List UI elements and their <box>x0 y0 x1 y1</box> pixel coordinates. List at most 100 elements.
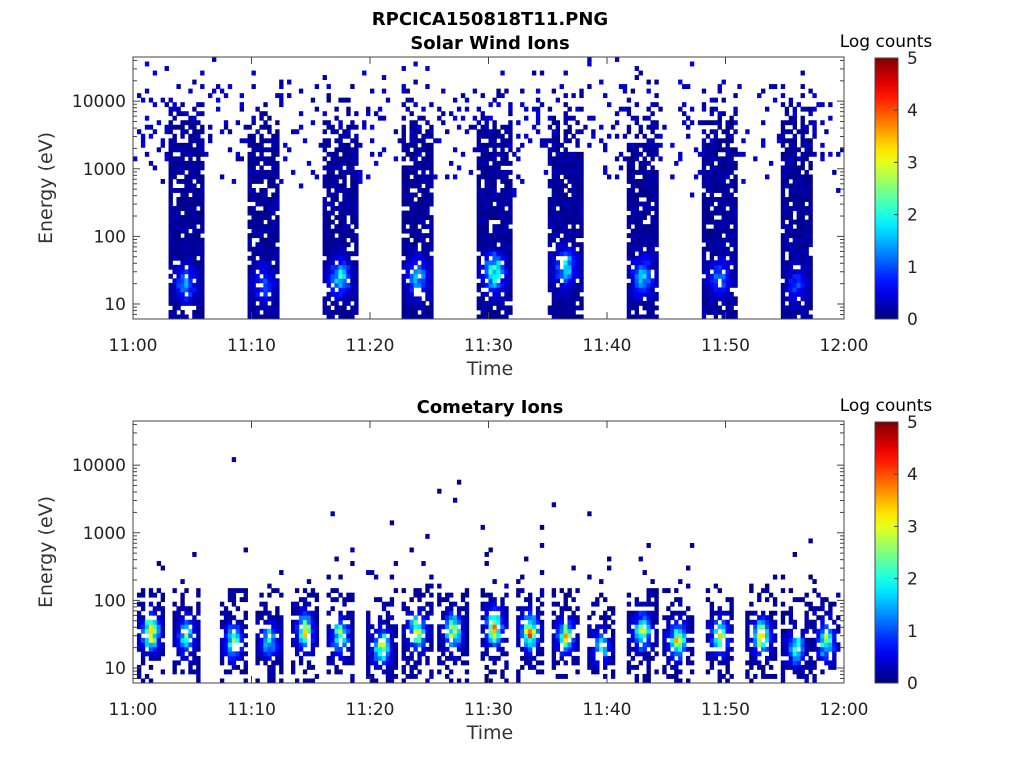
spectrogram-cell <box>464 601 470 607</box>
spectrogram-cell <box>235 619 241 625</box>
spectrogram-cell <box>713 282 718 288</box>
spectrogram-cell <box>200 278 205 284</box>
spectrogram-cell <box>302 138 308 144</box>
spectrogram-cell <box>140 592 146 598</box>
spectrogram-cell <box>709 624 715 630</box>
spectrogram-cell <box>697 120 703 126</box>
spectrogram-cell <box>271 237 276 243</box>
spectrogram-cell <box>326 138 331 144</box>
spectrogram-cell <box>496 102 501 108</box>
spectrogram-cell <box>338 615 343 621</box>
spectrogram-cell <box>705 215 711 221</box>
spectrogram-cell <box>449 678 454 684</box>
spectrogram-cell <box>421 192 426 198</box>
spectrogram-cell <box>251 160 256 166</box>
spectrogram-cell <box>334 255 339 261</box>
spectrogram-cell <box>567 160 572 166</box>
spectrogram-cell <box>500 160 505 166</box>
spectrogram-cell <box>176 124 181 130</box>
spectrogram-cell <box>330 201 335 207</box>
spectrogram-cell <box>263 296 268 302</box>
spectrogram-cell <box>472 115 478 121</box>
spectrogram-cell <box>484 183 489 189</box>
spectrogram-cell <box>350 174 355 180</box>
spectrogram-cell <box>749 646 754 652</box>
spectrogram-cell <box>310 615 316 621</box>
spectrogram-cell <box>567 287 572 293</box>
spectrogram-cell <box>504 242 509 248</box>
spectrogram-cell <box>330 291 335 297</box>
spectrogram-cell <box>725 678 730 684</box>
spectrogram-cell <box>776 138 782 144</box>
spectrogram-cell <box>243 615 248 621</box>
spectrogram-cell <box>496 228 501 234</box>
spectrogram-cell <box>346 124 351 130</box>
spectrogram-cell <box>808 260 813 266</box>
spectrogram-cell <box>575 169 580 175</box>
spectrogram-cell <box>709 287 715 293</box>
spectrogram-cell <box>338 651 343 657</box>
spectrogram-cell <box>259 269 264 275</box>
spectrogram-cell <box>717 160 722 166</box>
spectrogram-cell <box>196 269 201 275</box>
spectrogram-cell <box>808 178 813 184</box>
spectrogram-cell <box>180 151 185 157</box>
spectrogram-cell <box>314 624 320 630</box>
spectrogram-cell <box>571 237 576 243</box>
spectrogram-cell <box>587 660 592 666</box>
spectrogram-cell <box>259 287 264 293</box>
spectrogram-cell <box>488 300 493 306</box>
spectrogram-cell <box>480 588 485 594</box>
spectrogram-cell <box>610 651 616 657</box>
spectrogram-cell <box>267 305 272 311</box>
spectrogram-cell <box>346 273 351 279</box>
spectrogram-cell <box>555 215 560 221</box>
spectrogram-cell <box>626 651 632 657</box>
spectrogram-cell <box>251 115 256 121</box>
spectrogram-cell <box>496 637 501 643</box>
spectrogram-cell <box>733 120 738 126</box>
spectrogram-cell <box>172 124 177 130</box>
spectrogram-cell <box>559 197 564 202</box>
spectrogram-cell <box>480 188 485 193</box>
spectrogram-cell <box>417 282 422 288</box>
spectrogram-cell <box>492 291 497 297</box>
spectrogram-cell <box>721 219 726 225</box>
spectrogram-cell <box>496 210 501 216</box>
spectrogram-cell <box>721 237 726 243</box>
spectrogram-cell <box>366 174 371 180</box>
spectrogram-cell <box>449 111 454 117</box>
spectrogram-cell <box>800 197 805 202</box>
spectrogram-cell <box>460 628 466 634</box>
spectrogram-cell <box>484 160 489 166</box>
spectrogram-cell <box>342 160 347 166</box>
spectrogram-cell <box>634 651 639 657</box>
spectrogram-cell <box>275 215 280 221</box>
spectrogram-cell <box>551 169 557 175</box>
spectrogram-cell <box>417 124 422 130</box>
spectrogram-cell <box>326 246 331 252</box>
spectrogram-cell <box>705 156 711 162</box>
spectrogram-cell <box>500 169 505 175</box>
spectrogram-cell <box>330 309 335 315</box>
spectrogram-cell <box>725 314 730 320</box>
spectrogram-cell <box>516 633 521 639</box>
spectrogram-cell <box>429 192 434 198</box>
spectrogram-cell <box>638 210 643 216</box>
spectrogram-cell <box>646 597 651 603</box>
spectrogram-cell <box>437 488 442 494</box>
spectrogram-cell <box>200 111 205 117</box>
spectrogram-cell <box>555 188 560 193</box>
spectrogram-cell <box>516 678 521 684</box>
spectrogram-cell <box>385 601 391 607</box>
spectrogram-cell <box>693 174 699 180</box>
spectrogram-cell <box>480 606 485 612</box>
spectrogram-cell <box>701 300 707 306</box>
spectrogram-cell <box>184 606 189 612</box>
spectrogram-cell <box>200 102 205 108</box>
spectrogram-cell <box>492 251 497 257</box>
spectrogram-cell <box>389 669 395 675</box>
spectrogram-cell <box>650 588 655 594</box>
spectrogram-cell <box>638 183 643 189</box>
spectrogram-cell <box>492 138 497 144</box>
